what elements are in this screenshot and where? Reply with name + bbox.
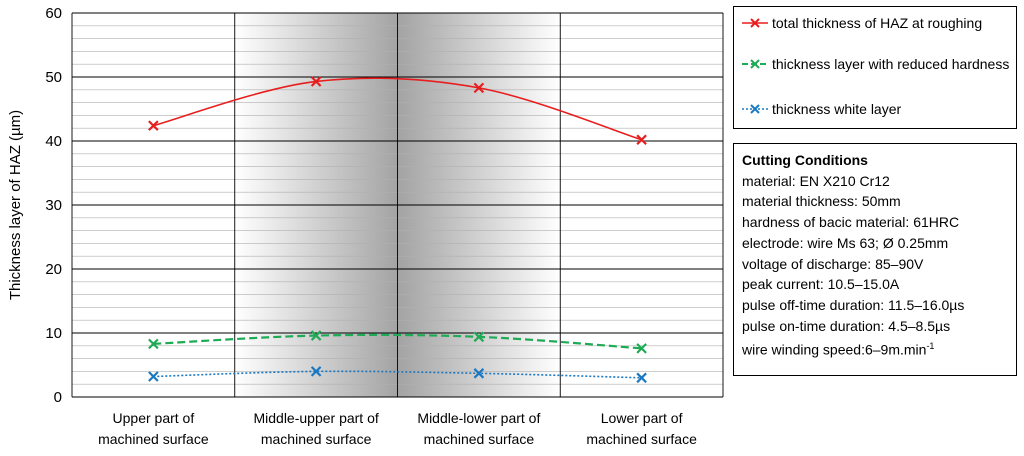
wire-speed-exponent: -1 [926,341,935,352]
y-tick-label: 10 [45,325,62,342]
data-point-marker [310,366,322,377]
x-category-label: machined surface [586,431,697,447]
y-tick-label: 60 [45,5,62,22]
data-point-marker [473,331,485,343]
data-point-marker [148,338,159,350]
condition-line: hardness of bacic material: 61HRC [742,214,960,231]
series-line-0 [153,77,642,141]
y-tick-label: 0 [54,389,62,406]
x-category-label: Upper part of [113,410,195,426]
data-point-marker [473,368,485,379]
x-category-label: Lower part of [601,410,683,426]
series [148,76,647,384]
series-line-2 [153,370,642,379]
series-line-1 [153,333,642,350]
y-tick-label: 20 [45,261,62,278]
legend-line-red-x-icon [742,18,768,28]
condition-line: pulse on-time duration: 4.5–8.5µs [742,317,951,334]
legend: total thickness of HAZ at roughing thick… [733,6,1017,129]
legend-label: total thickness of HAZ at roughing [772,15,983,31]
condition-line: material: EN X210 Cr12 [742,172,890,189]
condition-line: voltage of discharge: 85–90V [742,255,924,272]
chart: 0 10 20 30 40 50 60 Upper part of machined surf… [7,5,724,447]
x-category-label: machined surface [424,431,535,447]
legend-line-blue-x-icon [742,104,768,114]
data-point-marker [148,120,159,131]
y-tick-label: 40 [45,133,62,150]
data-point-marker [636,372,647,384]
data-point-marker [473,82,485,94]
condition-line: electrode: wire Ms 63; Ø 0.25mm [742,234,949,251]
data-point-marker [310,76,322,87]
x-category-label: Middle-upper part of [253,410,378,426]
legend-line-green-x-icon [742,59,768,69]
x-axis-categories: Upper part of machined surface Middle-uppe… [98,410,697,447]
y-tick-label: 50 [45,69,62,86]
condition-line: material thickness: 50mm [742,193,901,210]
data-point-marker [636,134,647,145]
x-category-label: machined surface [98,431,209,447]
condition-line: peak current: 10.5–15.0A [742,276,900,293]
cutting-conditions-box: Cutting Conditions material: EN X210 Cr1… [733,143,1017,376]
data-point-marker [636,343,647,354]
y-axis-ticks: 0 10 20 30 40 50 60 [45,5,62,406]
y-tick-label: 30 [45,197,62,214]
x-category-label: Middle-lower part of [417,410,540,426]
y-axis-label: Thickness layer of HAZ (µm) [7,110,24,300]
legend-label: thickness white layer [772,101,902,117]
x-category-label: machined surface [261,431,372,447]
condition-line-wire-speed: wire winding speed:6–9m.min-1 [742,336,1016,360]
wire-speed-text: wire winding speed:6–9m.min [742,341,927,358]
condition-line: pulse off-time duration: 11.5–16.0µs [742,296,965,313]
grid [71,12,724,398]
data-point-marker [310,330,322,341]
cutting-conditions-title: Cutting Conditions [742,152,868,168]
legend-label: thickness layer with reduced hardness [772,56,1010,72]
data-point-marker [148,371,159,382]
